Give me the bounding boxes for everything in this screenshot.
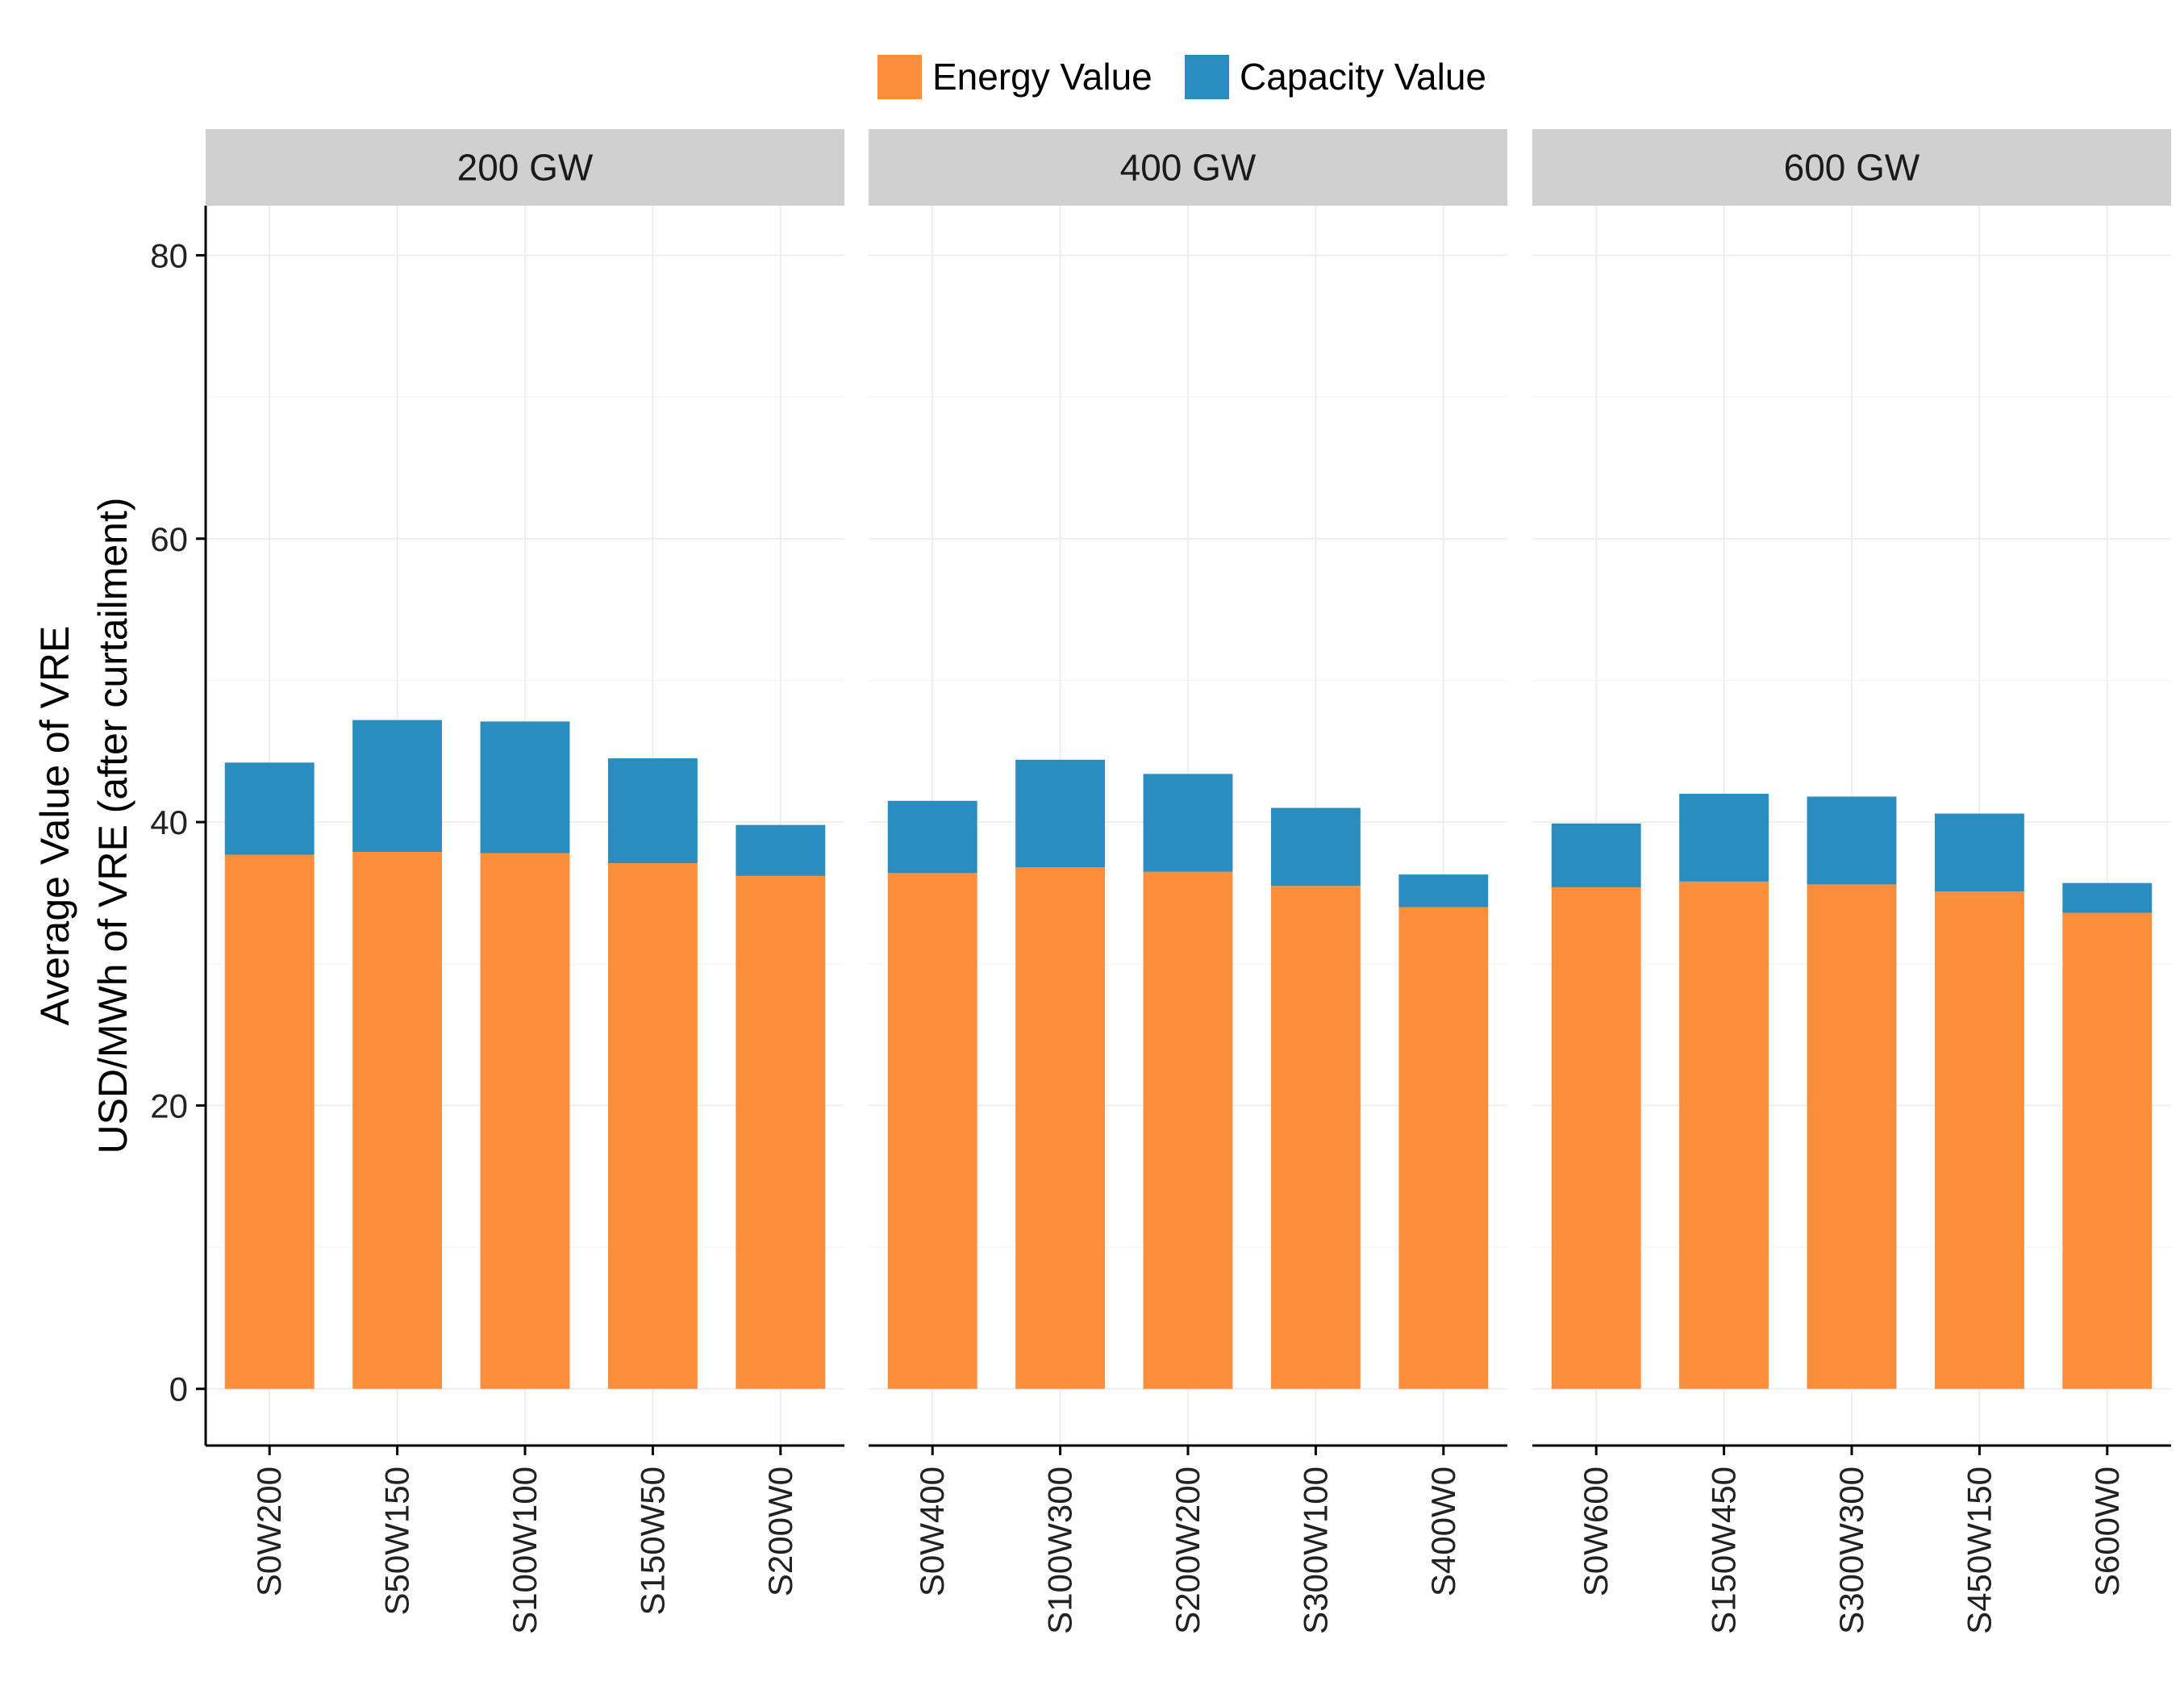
y-axis-title-line-1: Average Value of VRE [32, 626, 77, 1026]
bar-capacity-value-s200w0 [736, 824, 826, 876]
bar-capacity-value-s50w150 [352, 720, 443, 852]
bar-capacity-value-s600w0 [2062, 882, 2153, 913]
x-tick-label-s150w50: S150W50 [633, 1467, 671, 1615]
y-axis: 0 20 40 60 80 [150, 206, 207, 1446]
y-tick-label-20: 20 [150, 1087, 188, 1124]
x-tick-label-s400w0: S400W0 [1424, 1467, 1462, 1596]
bar-capacity-value-s400w0 [1398, 874, 1489, 908]
bar-capacity-value-s200w200 [1143, 774, 1233, 872]
bar-energy-value-s300w300 [1807, 884, 1897, 1389]
legend-swatch-capacity-value [1185, 55, 1229, 99]
y-tick-label-80: 80 [150, 236, 188, 274]
bar-energy-value-s150w50 [607, 863, 698, 1389]
bar-energy-value-s300w100 [1270, 886, 1361, 1389]
x-tick-label-s300w300: S300W300 [1832, 1467, 1870, 1634]
x-tick-label-s600w0: S600W0 [2088, 1467, 2126, 1596]
bar-energy-value-s450w150 [1934, 891, 2024, 1389]
legend-swatch-energy-value [877, 55, 922, 99]
facet-panel-200-gw: 200 GW S0W200 S50W150 S100W100 S150W50 S200W0 [206, 129, 844, 1634]
bar-capacity-value-s150w450 [1679, 793, 1769, 882]
bar-energy-value-s200w200 [1143, 871, 1233, 1389]
bar-capacity-value-s0w600 [1551, 823, 1641, 887]
x-tick-label-s300w100: S300W100 [1296, 1467, 1334, 1634]
facet-panel-400-gw: 400 GW S0W400 S100W300 S200W200 S300W100 S400… [869, 129, 1507, 1634]
facet-strip [1532, 129, 2171, 206]
bar-energy-value-s0w600 [1551, 887, 1641, 1389]
bar-energy-value-s200w0 [736, 875, 826, 1389]
bar-energy-value-s600w0 [2062, 912, 2153, 1389]
bar-energy-value-s400w0 [1398, 907, 1489, 1389]
facet-panel-600-gw: 600 GW S0W600 S150W450 S300W300 S450W150 S600… [1532, 129, 2171, 1634]
x-tick-label-s200w0: S200W0 [761, 1467, 799, 1596]
bar-capacity-value-s150w50 [607, 758, 698, 864]
facet-strip-label: 200 GW [457, 147, 594, 189]
y-axis-title: Average Value of VRE USD/MWh of VRE (afte… [32, 497, 135, 1154]
x-tick-label-s0w200: S0W200 [250, 1467, 288, 1596]
bar-energy-value-s100w300 [1015, 867, 1106, 1389]
y-tick-label-0: 0 [169, 1371, 188, 1408]
bar-energy-value-s0w400 [887, 873, 977, 1389]
facet-strip-label: 400 GW [1120, 147, 1257, 189]
bar-energy-value-s150w450 [1679, 881, 1769, 1389]
bar-capacity-value-s300w300 [1807, 796, 1897, 885]
x-tick-label-s150w450: S150W450 [1705, 1467, 1743, 1634]
legend-label-energy-value: Energy Value [932, 56, 1152, 98]
x-tick-label-s0w400: S0W400 [913, 1467, 951, 1596]
bar-energy-value-s100w100 [480, 853, 570, 1389]
x-tick-label-s100w300: S100W300 [1041, 1467, 1079, 1634]
facet-strip-label: 600 GW [1784, 147, 1920, 189]
bar-capacity-value-s100w300 [1015, 759, 1106, 868]
x-tick-label-s50w150: S50W150 [378, 1467, 416, 1615]
bar-capacity-value-s0w200 [224, 762, 315, 855]
x-tick-label-s100w100: S100W100 [506, 1467, 544, 1634]
bar-capacity-value-s0w400 [887, 800, 977, 874]
y-axis-title-line-2: USD/MWh of VRE (after curtailment) [90, 497, 135, 1154]
y-tick-label-40: 40 [150, 803, 188, 841]
facet-panels: 200 GW S0W200 S50W150 S100W100 S150W50 S200W0… [206, 129, 2171, 1634]
legend: Energy Value Capacity Value [877, 55, 1486, 99]
x-tick-label-s200w200: S200W200 [1169, 1467, 1207, 1634]
bar-energy-value-s0w200 [224, 854, 315, 1389]
x-tick-label-s0w600: S0W600 [1577, 1467, 1615, 1596]
x-tick-label-s450w150: S450W150 [1960, 1467, 1998, 1634]
y-tick-label-60: 60 [150, 520, 188, 558]
bar-energy-value-s50w150 [352, 851, 443, 1389]
bar-capacity-value-s450w150 [1934, 813, 2024, 892]
legend-label-capacity-value: Capacity Value [1240, 56, 1486, 98]
bar-capacity-value-s100w100 [480, 721, 570, 853]
facet-strip [206, 129, 844, 206]
bar-capacity-value-s300w100 [1270, 807, 1361, 887]
facet-strip [869, 129, 1507, 206]
